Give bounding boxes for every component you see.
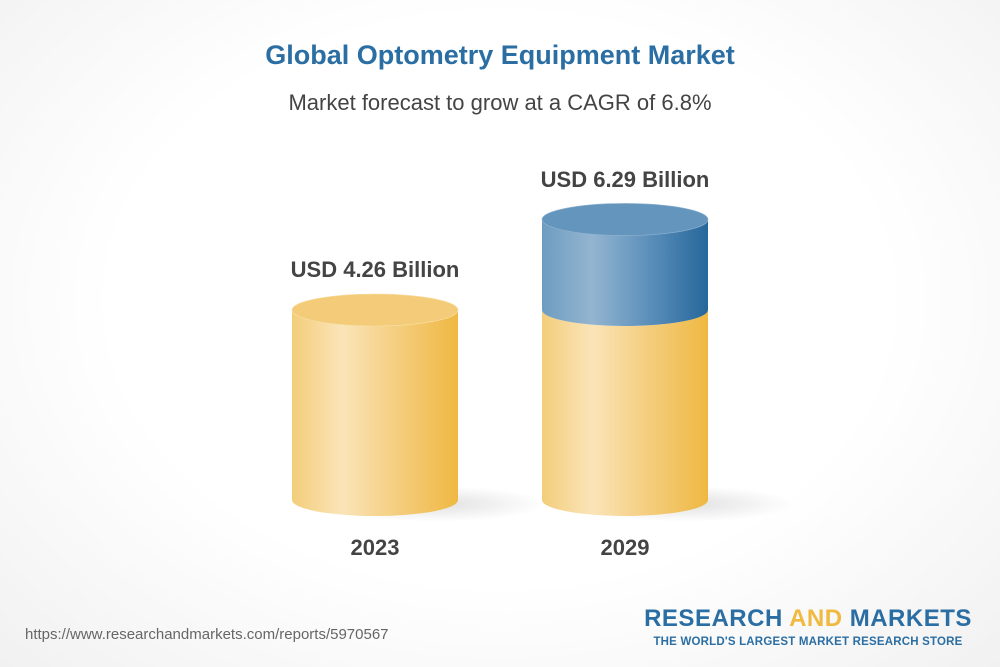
cylinder-top-2029 [541,203,709,236]
logo-markets: MARKETS [849,605,972,632]
logo-tagline: THE WORLD'S LARGEST MARKET RESEARCH STOR… [653,636,963,648]
category-label-2023: 2023 [351,535,400,560]
chart-title: Global Optometry Equipment Market [265,40,735,70]
cylinder-base-segment-2029 [542,310,708,516]
source-url[interactable]: https://www.researchandmarkets.com/repor… [25,626,389,643]
logo-research: RESEARCH [644,605,783,632]
category-label-2029: 2029 [601,535,650,560]
research-and-markets-logo: RESEARCH AND MARKETS THE WORLD'S LARGEST… [640,605,976,648]
value-label-2023: USD 4.26 Billion [291,257,460,282]
cylinder-growth-segment-2029 [542,219,708,326]
value-label-2029: USD 6.29 Billion [541,167,710,192]
cylinder-body-2023 [292,310,458,516]
cylinder-top-2023 [291,293,459,327]
logo-and: AND [789,605,843,632]
chart-subtitle: Market forecast to grow at a CAGR of 6.8… [288,90,712,115]
